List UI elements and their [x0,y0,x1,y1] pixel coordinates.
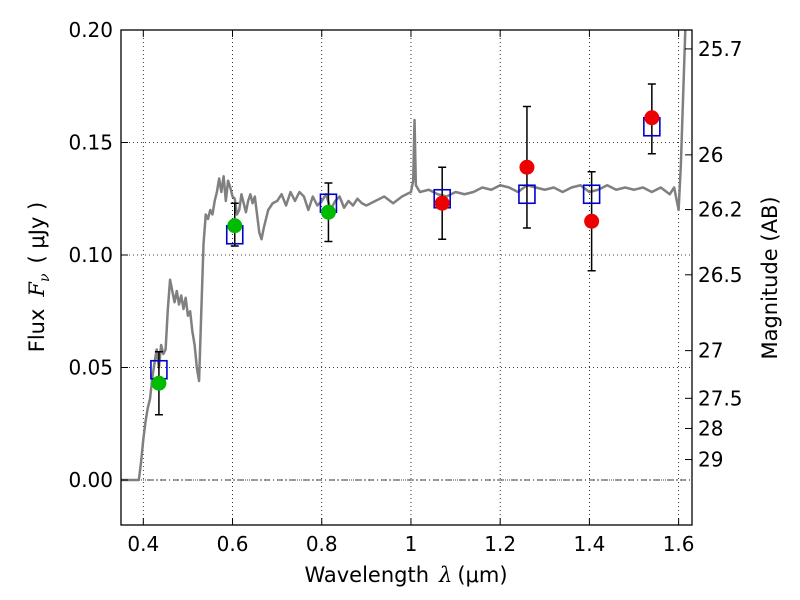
y-tick-label: 0.15 [68,131,113,155]
y2-axis-label: Magnitude (AB) [758,196,782,359]
right-tick-labels: 25.7 26 26.2 26.5 27 27.5 28 29 [698,37,743,472]
x-tick-label: 1 [405,532,418,556]
right-tick-label: 28 [698,416,723,440]
red-point [584,213,600,229]
error-bars [154,83,656,416]
x-axis-label-symbol: λ [438,563,452,587]
y-axis-label-subscript: ν [37,273,53,282]
axis-ticks [121,29,692,525]
right-tick-label: 27.5 [698,386,743,410]
x-axis-label: Wavelength λ (μm) [304,563,507,587]
model-spectrum [121,29,687,482]
x-tick-label: 0.6 [217,532,249,556]
y-axis-label-unit: ( μJy ) [25,202,49,264]
model-square [518,184,536,205]
x-axis-label-unit: (μm) [457,563,507,587]
right-tick-label: 25.7 [698,37,743,61]
y-tick-label: 0.20 [68,18,113,42]
right-tick-label: 26.5 [698,263,743,287]
y-tick-label: 0.00 [68,468,113,492]
y-axis-label-symbol: F [25,281,49,298]
right-tick-label: 29 [698,448,723,472]
x-tick-label: 1.6 [663,532,695,556]
spectrum-line [121,29,687,482]
y-axis-label: Flux Fν ( μJy ) [25,202,53,352]
right-tick-label: 26 [698,143,723,167]
x-tick-labels: 0.4 0.6 0.8 1 1.2 1.4 1.6 [127,532,694,556]
observed-points [151,110,660,391]
green-point [320,204,336,220]
x-axis-label-prefix: Wavelength [304,563,429,587]
right-tick-label: 27 [698,339,723,363]
x-tick-label: 0.8 [306,532,338,556]
red-point [644,110,660,126]
red-point [434,195,450,211]
model-square [582,184,601,205]
model-photometry-squares [150,116,661,380]
y-tick-label: 0.10 [68,243,113,267]
green-point [227,218,243,234]
plot-frame [120,29,693,526]
y-tick-labels: 0.00 0.05 0.10 0.15 0.20 [68,18,113,492]
y-axis-label-prefix: Flux [25,309,49,353]
x-tick-label: 1.4 [573,532,605,556]
grid-lines [121,29,692,525]
x-tick-label: 1.2 [484,532,516,556]
x-tick-label: 0.4 [127,532,159,556]
green-point [151,375,167,391]
right-tick-label: 26.2 [698,198,743,222]
y-tick-label: 0.05 [68,356,113,380]
red-point [519,159,535,175]
